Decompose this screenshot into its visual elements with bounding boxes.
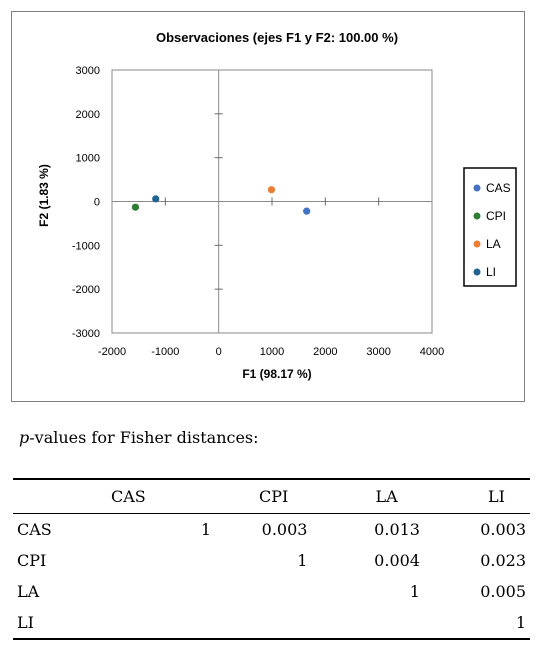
- table-cell: 0.023: [480, 551, 526, 570]
- y-tick-label: 2000: [76, 109, 100, 121]
- table-row: CAS 1 0.003 0.013 0.003: [13, 514, 530, 546]
- legend-marker-li: [473, 268, 481, 276]
- row-label: LA: [17, 582, 40, 601]
- y-tick-label: 1000: [76, 153, 100, 165]
- column-header-cas: CAS: [111, 487, 146, 506]
- table-row: CPI 1 0.004 0.023: [13, 545, 530, 576]
- x-tick-label: -1000: [151, 346, 179, 358]
- y-tick-label: 0: [94, 197, 100, 209]
- pvalue-table: CAS CPI LA LI CAS 1 0.003 0.013 0.003 CP…: [13, 478, 530, 640]
- y-tick-label: -1000: [72, 240, 100, 252]
- data-point-cpi: [131, 203, 140, 211]
- data-point-cas: [303, 207, 311, 215]
- x-tick-label: 3000: [366, 346, 390, 358]
- y-tick-label: -2000: [72, 284, 100, 296]
- table-cell: [311, 607, 424, 639]
- legend-box: [463, 167, 517, 287]
- table-cell: 1: [200, 520, 211, 539]
- legend-marker-cpi: [473, 212, 481, 220]
- table-cell: 0.013: [374, 520, 420, 539]
- table-caption: p-values for Fisher distances:: [19, 428, 259, 447]
- y-axis-label: F2 (1.83 %): [37, 164, 51, 227]
- legend-label-li: LI: [486, 265, 496, 279]
- chart-title: Observaciones (ejes F1 y F2: 100.00 %): [156, 30, 398, 45]
- legend-marker-cas: [473, 184, 481, 192]
- x-axis-label: F1 (98.17 %): [242, 367, 311, 381]
- table-cell: 1: [297, 551, 308, 570]
- row-label: CPI: [17, 551, 47, 570]
- table-cell: 0.003: [480, 520, 526, 539]
- chart-frame: Observaciones (ejes F1 y F2: 100.00 %) -2…: [11, 11, 525, 402]
- row-label: LI: [17, 613, 34, 632]
- table-cell: 1: [409, 582, 420, 601]
- legend-marker-la: [473, 240, 481, 248]
- table-header-row: CAS CPI LA LI: [13, 479, 530, 514]
- caption-text: -values for Fisher distances:: [29, 428, 259, 447]
- table-cell: 0.003: [261, 520, 308, 539]
- legend-label-la: LA: [486, 237, 501, 251]
- table-cell: [215, 607, 311, 639]
- column-header-la: LA: [375, 487, 398, 506]
- table-row: LI 1: [13, 607, 530, 639]
- table-cell: 0.005: [480, 582, 526, 601]
- column-header-cpi: CPI: [259, 487, 289, 506]
- scatter-chart: Observaciones (ejes F1 y F2: 100.00 %) -2…: [37, 30, 517, 381]
- header-empty-cell: [13, 479, 91, 514]
- table-cell: 0.004: [374, 551, 420, 570]
- caption-p: p: [19, 428, 30, 447]
- data-point-la: [267, 186, 276, 194]
- y-tick-label: 3000: [76, 65, 100, 77]
- x-tick-label: -2000: [98, 346, 126, 358]
- column-header-li: LI: [487, 487, 505, 506]
- table-cell: [91, 545, 215, 576]
- y-tick-label: -3000: [72, 328, 100, 340]
- row-label: CAS: [17, 520, 52, 539]
- x-tick-label: 4000: [420, 346, 444, 358]
- x-tick-label: 1000: [260, 346, 284, 358]
- x-tick-label: 0: [216, 346, 222, 358]
- table-cell: [215, 576, 311, 607]
- legend-label-cas: CAS: [486, 181, 511, 195]
- table-cell: 1: [515, 613, 526, 632]
- data-point-li: [152, 195, 160, 203]
- x-tick-label: 2000: [313, 346, 337, 358]
- table-cell: [91, 576, 215, 607]
- table-cell: [91, 607, 215, 639]
- legend-label-cpi: CPI: [486, 209, 506, 223]
- table-row: LA 1 0.005: [13, 576, 530, 607]
